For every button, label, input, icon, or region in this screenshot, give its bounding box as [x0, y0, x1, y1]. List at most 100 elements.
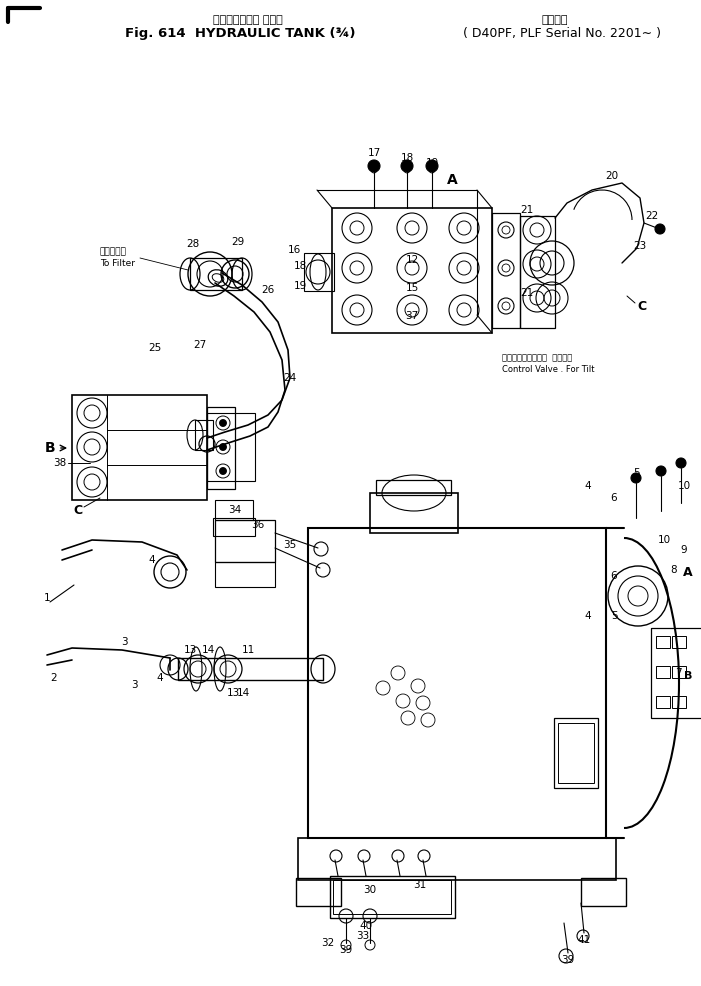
- Text: 10: 10: [658, 535, 671, 545]
- Text: 37: 37: [405, 311, 418, 321]
- Text: 11: 11: [241, 645, 254, 655]
- Text: 14: 14: [201, 645, 215, 655]
- Text: 5: 5: [611, 611, 618, 621]
- Circle shape: [368, 160, 380, 172]
- Text: 5: 5: [633, 468, 639, 478]
- Bar: [672, 666, 686, 678]
- Text: 16: 16: [287, 245, 301, 255]
- Bar: [672, 636, 686, 648]
- Bar: [215, 562, 275, 587]
- Text: 34: 34: [229, 505, 242, 515]
- Bar: [72, 395, 207, 500]
- Bar: [296, 878, 341, 906]
- Text: コントロールバルブ  チルト用: コントロールバルブ チルト用: [502, 354, 572, 363]
- Text: 31: 31: [414, 880, 427, 890]
- Circle shape: [655, 224, 665, 234]
- Text: A: A: [683, 567, 693, 580]
- Text: 4: 4: [585, 481, 592, 491]
- Text: 35: 35: [283, 540, 297, 550]
- Text: フィルタヘ: フィルタヘ: [100, 247, 127, 256]
- Text: 36: 36: [252, 520, 264, 530]
- Text: 25: 25: [149, 343, 162, 353]
- Text: 4: 4: [149, 555, 156, 565]
- Text: 8: 8: [671, 565, 677, 575]
- Text: 23: 23: [634, 241, 646, 251]
- Bar: [554, 718, 598, 788]
- Bar: [656, 696, 670, 708]
- Text: 21: 21: [520, 288, 533, 298]
- Bar: [213, 518, 255, 536]
- Circle shape: [401, 160, 413, 172]
- Text: ( D40PF, PLF Serial No. 2201∼ ): ( D40PF, PLF Serial No. 2201∼ ): [463, 28, 661, 40]
- Bar: [370, 493, 458, 533]
- Text: 3: 3: [121, 637, 128, 647]
- Text: 39: 39: [339, 945, 353, 955]
- Text: 20: 20: [606, 171, 618, 181]
- Circle shape: [426, 160, 438, 172]
- Text: 10: 10: [677, 481, 690, 491]
- Bar: [492, 213, 520, 328]
- Text: 29: 29: [231, 237, 245, 247]
- Text: Fig. 614  HYDRAULIC TANK (¾): Fig. 614 HYDRAULIC TANK (¾): [125, 28, 355, 40]
- Circle shape: [656, 466, 666, 476]
- Text: 39: 39: [562, 955, 575, 965]
- Text: 6: 6: [611, 571, 618, 581]
- Bar: [330, 876, 455, 918]
- Text: To Filter: To Filter: [100, 259, 135, 268]
- Bar: [308, 528, 606, 838]
- Text: 6: 6: [611, 493, 618, 503]
- Text: 17: 17: [367, 148, 381, 158]
- Text: 1: 1: [43, 593, 50, 603]
- Text: 32: 32: [321, 938, 334, 948]
- Text: 7: 7: [674, 668, 681, 678]
- Bar: [298, 838, 616, 880]
- Bar: [304, 253, 334, 291]
- Bar: [207, 413, 255, 481]
- Text: B: B: [683, 671, 692, 681]
- Text: B: B: [45, 441, 55, 455]
- Text: 38: 38: [53, 458, 67, 468]
- Bar: [558, 723, 594, 783]
- Bar: [207, 407, 235, 489]
- Text: 26: 26: [261, 285, 275, 295]
- Text: C: C: [637, 300, 646, 313]
- Bar: [672, 696, 686, 708]
- Circle shape: [676, 458, 686, 468]
- Bar: [656, 666, 670, 678]
- Bar: [376, 480, 451, 495]
- Text: 18: 18: [400, 153, 414, 163]
- Text: 13: 13: [226, 688, 240, 698]
- Bar: [190, 258, 242, 290]
- Text: ハイドロリック タンク: ハイドロリック タンク: [213, 15, 283, 25]
- Circle shape: [219, 419, 226, 427]
- Bar: [332, 208, 492, 333]
- Bar: [656, 636, 670, 648]
- Text: 30: 30: [363, 885, 376, 895]
- Bar: [520, 216, 555, 328]
- Text: 41: 41: [578, 935, 591, 945]
- Bar: [651, 628, 701, 718]
- Text: 3: 3: [130, 680, 137, 690]
- Text: 19: 19: [294, 281, 306, 291]
- Text: 22: 22: [646, 211, 659, 221]
- Text: 4: 4: [585, 611, 592, 621]
- Text: 27: 27: [193, 340, 207, 350]
- Text: 15: 15: [405, 283, 418, 293]
- Text: 4: 4: [157, 673, 163, 683]
- Circle shape: [219, 467, 226, 474]
- Text: 2: 2: [50, 673, 57, 683]
- Text: 13: 13: [184, 645, 196, 655]
- Bar: [581, 878, 626, 906]
- Text: 21: 21: [520, 205, 533, 215]
- Text: 12: 12: [405, 255, 418, 265]
- Bar: [215, 500, 253, 520]
- Text: 19: 19: [426, 158, 439, 168]
- Text: C: C: [74, 504, 83, 517]
- Circle shape: [631, 473, 641, 483]
- Bar: [333, 880, 451, 914]
- Text: 9: 9: [681, 545, 687, 555]
- Text: Control Valve . For Tilt: Control Valve . For Tilt: [502, 366, 594, 375]
- Text: 33: 33: [356, 931, 369, 941]
- Text: 14: 14: [236, 688, 250, 698]
- Bar: [215, 520, 275, 562]
